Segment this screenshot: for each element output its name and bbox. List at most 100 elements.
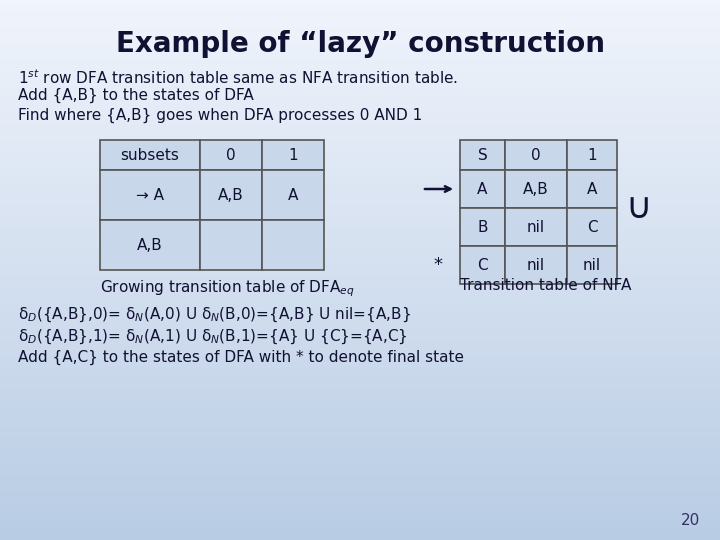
- Bar: [0, 529, 720, 535]
- Bar: [0, 535, 720, 540]
- Bar: [0, 22, 720, 27]
- Bar: [0, 259, 720, 265]
- Bar: [0, 216, 720, 221]
- Text: 0: 0: [531, 147, 541, 163]
- Bar: [505, 246, 567, 284]
- Bar: [0, 27, 720, 32]
- Bar: [0, 481, 720, 486]
- Text: δ$_{D}$({A,B},1)= δ$_{N}$(A,1) U δ$_{N}$(B,1)={A} U {C}={A,C}: δ$_{D}$({A,B},1)= δ$_{N}$(A,1) U δ$_{N}$…: [18, 328, 408, 346]
- Bar: [0, 211, 720, 216]
- Bar: [0, 140, 720, 146]
- Bar: [0, 275, 720, 281]
- Bar: [0, 70, 720, 76]
- Bar: [0, 378, 720, 383]
- Bar: [0, 329, 720, 335]
- Bar: [567, 140, 617, 170]
- Bar: [0, 416, 720, 421]
- Text: 1$^{st}$ row DFA transition table same as NFA transition table.: 1$^{st}$ row DFA transition table same a…: [18, 68, 458, 87]
- Bar: [0, 76, 720, 81]
- Bar: [0, 367, 720, 373]
- Bar: [0, 405, 720, 410]
- Bar: [0, 81, 720, 86]
- Text: S: S: [477, 147, 487, 163]
- Bar: [0, 130, 720, 135]
- Bar: [0, 286, 720, 292]
- Bar: [0, 437, 720, 443]
- Bar: [0, 448, 720, 454]
- Bar: [505, 140, 567, 170]
- Bar: [0, 308, 720, 313]
- Bar: [0, 297, 720, 302]
- Bar: [0, 389, 720, 394]
- Bar: [0, 475, 720, 481]
- Text: Find where {A,B} goes when DFA processes 0 AND 1: Find where {A,B} goes when DFA processes…: [18, 108, 422, 123]
- Bar: [0, 38, 720, 43]
- Bar: [0, 86, 720, 92]
- Bar: [0, 16, 720, 22]
- Bar: [0, 194, 720, 200]
- Bar: [0, 362, 720, 367]
- Text: A,B: A,B: [218, 187, 244, 202]
- Bar: [0, 497, 720, 502]
- Text: B: B: [477, 219, 487, 234]
- Bar: [0, 184, 720, 189]
- Bar: [0, 464, 720, 470]
- Bar: [0, 319, 720, 324]
- Bar: [0, 373, 720, 378]
- Bar: [0, 292, 720, 297]
- Text: Growing transition table of DFA$_{eq}$: Growing transition table of DFA$_{eq}$: [100, 278, 355, 299]
- Bar: [0, 146, 720, 151]
- Bar: [0, 189, 720, 194]
- Text: Example of “lazy” construction: Example of “lazy” construction: [115, 30, 605, 58]
- Bar: [0, 151, 720, 157]
- Text: ∪: ∪: [626, 191, 652, 225]
- Text: 0: 0: [226, 147, 236, 163]
- Bar: [0, 410, 720, 416]
- Bar: [262, 140, 324, 170]
- Text: δ$_{D}$({A,B},0)= δ$_{N}$(A,0) U δ$_{N}$(B,0)={A,B} U nil={A,B}: δ$_{D}$({A,B},0)= δ$_{N}$(A,0) U δ$_{N}$…: [18, 306, 411, 325]
- Bar: [0, 0, 720, 5]
- Bar: [0, 167, 720, 173]
- Bar: [0, 178, 720, 184]
- Bar: [0, 518, 720, 524]
- Bar: [0, 65, 720, 70]
- Bar: [0, 205, 720, 211]
- Text: Add {A,C} to the states of DFA with * to denote final state: Add {A,C} to the states of DFA with * to…: [18, 350, 464, 365]
- Text: subsets: subsets: [120, 147, 179, 163]
- Bar: [505, 208, 567, 246]
- Bar: [0, 513, 720, 518]
- Bar: [0, 454, 720, 459]
- Bar: [0, 302, 720, 308]
- Bar: [0, 43, 720, 49]
- Bar: [0, 491, 720, 497]
- Bar: [0, 486, 720, 491]
- Bar: [0, 459, 720, 464]
- Bar: [0, 227, 720, 232]
- Bar: [0, 383, 720, 389]
- Bar: [0, 135, 720, 140]
- Bar: [0, 443, 720, 448]
- Bar: [0, 524, 720, 529]
- Bar: [0, 162, 720, 167]
- Text: A: A: [587, 181, 597, 197]
- Bar: [460, 246, 505, 284]
- Text: A,B: A,B: [137, 238, 163, 253]
- Bar: [0, 356, 720, 362]
- Bar: [100, 220, 200, 270]
- Bar: [460, 140, 505, 170]
- Bar: [567, 246, 617, 284]
- Text: nil: nil: [583, 258, 601, 273]
- Bar: [0, 49, 720, 54]
- Bar: [0, 254, 720, 259]
- Bar: [0, 173, 720, 178]
- Bar: [0, 157, 720, 162]
- Text: → A: → A: [136, 187, 164, 202]
- Bar: [0, 232, 720, 238]
- Bar: [0, 108, 720, 113]
- Bar: [460, 208, 505, 246]
- Bar: [0, 508, 720, 513]
- Bar: [0, 340, 720, 346]
- Bar: [0, 97, 720, 103]
- Text: C: C: [587, 219, 598, 234]
- Bar: [0, 400, 720, 405]
